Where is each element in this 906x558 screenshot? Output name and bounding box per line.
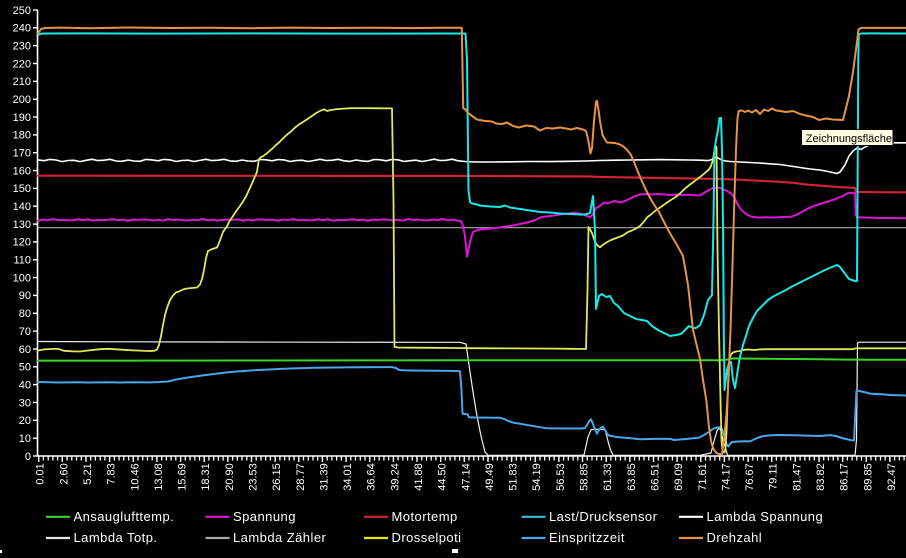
svg-text:Drehzahl: Drehzahl [707, 530, 763, 545]
svg-text:Einspritzzeit: Einspritzzeit [549, 530, 625, 545]
svg-text:15.69: 15.69 [177, 463, 189, 491]
svg-text:Motortemp: Motortemp [392, 509, 458, 524]
svg-text:40: 40 [19, 379, 31, 391]
svg-text:Zeichnungsfläche: Zeichnungsfläche [806, 133, 892, 145]
svg-text:81.47: 81.47 [791, 463, 803, 491]
svg-text:Ansauglufttemp.: Ansauglufttemp. [74, 509, 175, 524]
svg-text:0: 0 [25, 451, 31, 463]
svg-text:80: 80 [19, 308, 31, 320]
svg-text:86.17: 86.17 [839, 463, 851, 491]
svg-text:28.77: 28.77 [295, 463, 307, 491]
svg-text:44.50: 44.50 [437, 463, 449, 491]
svg-text:10: 10 [19, 433, 31, 445]
svg-text:39.24: 39.24 [389, 463, 401, 491]
svg-text:Lambda Spannung: Lambda Spannung [707, 509, 824, 524]
svg-text:26.15: 26.15 [271, 463, 283, 491]
svg-text:76.67: 76.67 [744, 463, 756, 491]
svg-text:74.17: 74.17 [720, 463, 732, 491]
svg-text:54.19: 54.19 [531, 463, 543, 491]
svg-text:18.31: 18.31 [200, 463, 212, 491]
svg-text:20.90: 20.90 [224, 463, 236, 491]
svg-text:210: 210 [13, 76, 31, 88]
svg-text:180: 180 [13, 130, 31, 142]
svg-text:31.39: 31.39 [318, 463, 330, 491]
svg-text:51.83: 51.83 [508, 463, 520, 491]
svg-text:0.01: 0.01 [35, 463, 47, 484]
svg-text:140: 140 [13, 201, 31, 213]
svg-text:23.53: 23.53 [248, 463, 260, 491]
svg-text:89.85: 89.85 [862, 463, 874, 491]
svg-text:Lambda Zähler: Lambda Zähler [233, 530, 327, 545]
svg-text:30: 30 [19, 397, 31, 409]
svg-text:13.08: 13.08 [153, 463, 165, 491]
svg-text:70: 70 [19, 326, 31, 338]
svg-text:190: 190 [13, 112, 31, 124]
svg-text:61.33: 61.33 [602, 463, 614, 491]
svg-text:230: 230 [13, 41, 31, 53]
svg-text:63.85: 63.85 [626, 463, 638, 491]
svg-text:100: 100 [13, 272, 31, 284]
svg-text:240: 240 [13, 23, 31, 35]
svg-text:120: 120 [13, 237, 31, 249]
svg-text:7.83: 7.83 [106, 463, 118, 484]
svg-text:79.11: 79.11 [768, 463, 780, 490]
svg-text:10.46: 10.46 [129, 463, 141, 491]
svg-text:47.14: 47.14 [460, 463, 472, 491]
svg-text:71.61: 71.61 [697, 463, 709, 491]
svg-text:Drosselpoti: Drosselpoti [392, 530, 462, 545]
svg-text:49.49: 49.49 [484, 463, 496, 491]
svg-text:90: 90 [19, 290, 31, 302]
svg-text:Last/Drucksensor: Last/Drucksensor [549, 509, 658, 524]
svg-text:60: 60 [19, 344, 31, 356]
svg-text:50: 50 [19, 362, 31, 374]
svg-text:130: 130 [13, 219, 31, 231]
svg-text:20: 20 [19, 415, 31, 427]
svg-text:56.53: 56.53 [555, 463, 567, 491]
svg-text:170: 170 [13, 148, 31, 160]
svg-text:200: 200 [13, 94, 31, 106]
svg-text:250: 250 [13, 5, 31, 17]
svg-text:66.51: 66.51 [650, 463, 662, 491]
svg-text:Lambda Totp.: Lambda Totp. [74, 530, 158, 545]
svg-text:69.09: 69.09 [673, 463, 685, 491]
svg-text:41.88: 41.88 [413, 463, 425, 491]
svg-text:36.64: 36.64 [366, 463, 378, 491]
svg-text:110: 110 [13, 255, 31, 267]
svg-text:5.21: 5.21 [82, 463, 94, 484]
svg-text:220: 220 [13, 58, 31, 70]
svg-text:83.82: 83.82 [815, 463, 827, 491]
svg-text:150: 150 [13, 183, 31, 195]
svg-text:34.01: 34.01 [342, 463, 354, 491]
svg-text:92.47: 92.47 [886, 463, 898, 491]
svg-text:Spannung: Spannung [233, 509, 296, 524]
svg-text:58.85: 58.85 [579, 463, 591, 491]
svg-text:2.60: 2.60 [58, 463, 70, 484]
svg-text:160: 160 [13, 165, 31, 177]
